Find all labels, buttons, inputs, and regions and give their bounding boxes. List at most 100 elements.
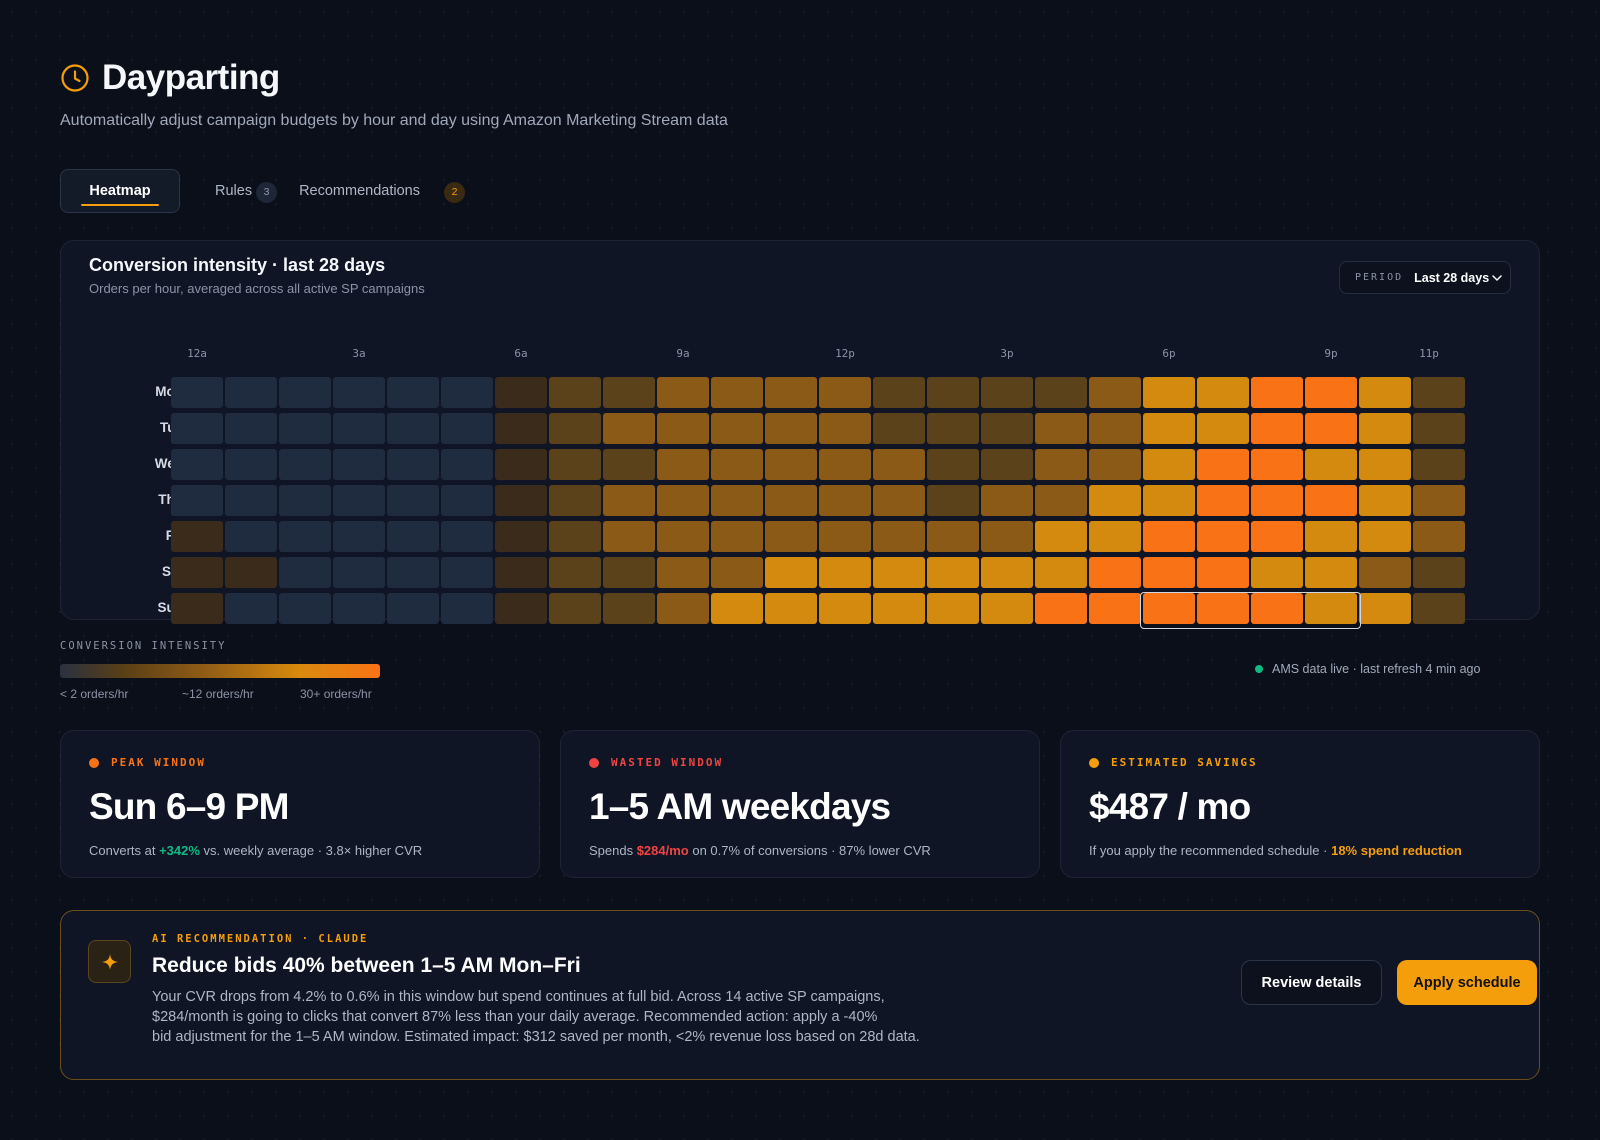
heatmap-cell[interactable] <box>1143 485 1195 516</box>
heatmap-cell[interactable] <box>927 521 979 552</box>
heatmap-cell[interactable] <box>441 449 493 480</box>
heatmap-cell[interactable] <box>1143 593 1195 624</box>
heatmap-cell[interactable] <box>279 593 331 624</box>
heatmap-cell[interactable] <box>387 377 439 408</box>
heatmap-cell[interactable] <box>495 485 547 516</box>
heatmap-cell[interactable] <box>873 377 925 408</box>
heatmap-cell[interactable] <box>927 485 979 516</box>
heatmap-cell[interactable] <box>981 449 1033 480</box>
heatmap-cell[interactable] <box>819 557 871 588</box>
heatmap-cell[interactable] <box>1251 449 1303 480</box>
heatmap-cell[interactable] <box>603 413 655 444</box>
heatmap-cell[interactable] <box>603 449 655 480</box>
heatmap-cell[interactable] <box>171 485 223 516</box>
heatmap-cell[interactable] <box>1359 449 1411 480</box>
heatmap-cell[interactable] <box>279 377 331 408</box>
heatmap-cell[interactable] <box>1251 521 1303 552</box>
heatmap-cell[interactable] <box>927 449 979 480</box>
heatmap-cell[interactable] <box>549 593 601 624</box>
heatmap-cell[interactable] <box>1143 521 1195 552</box>
heatmap-cell[interactable] <box>225 485 277 516</box>
heatmap-cell[interactable] <box>1305 593 1357 624</box>
heatmap-cell[interactable] <box>657 593 709 624</box>
heatmap-cell[interactable] <box>333 449 385 480</box>
heatmap-cell[interactable] <box>387 449 439 480</box>
heatmap-cell[interactable] <box>711 557 763 588</box>
heatmap-cell[interactable] <box>225 449 277 480</box>
heatmap-cell[interactable] <box>981 485 1033 516</box>
heatmap-cell[interactable] <box>225 593 277 624</box>
heatmap-cell[interactable] <box>1413 485 1465 516</box>
heatmap-cell[interactable] <box>549 377 601 408</box>
heatmap-cell[interactable] <box>873 557 925 588</box>
heatmap-cell[interactable] <box>171 521 223 552</box>
heatmap-cell[interactable] <box>225 557 277 588</box>
heatmap-cell[interactable] <box>873 593 925 624</box>
heatmap-cell[interactable] <box>171 557 223 588</box>
heatmap-cell[interactable] <box>1035 593 1087 624</box>
tab-recommendations[interactable]: Recommendations 2 <box>299 169 465 213</box>
heatmap-cell[interactable] <box>495 413 547 444</box>
heatmap-cell[interactable] <box>387 413 439 444</box>
heatmap-cell[interactable] <box>657 449 709 480</box>
heatmap-cell[interactable] <box>1035 485 1087 516</box>
heatmap-cell[interactable] <box>765 521 817 552</box>
heatmap-cell[interactable] <box>279 413 331 444</box>
heatmap-cell[interactable] <box>1035 377 1087 408</box>
heatmap-cell[interactable] <box>1089 449 1141 480</box>
heatmap-cell[interactable] <box>711 413 763 444</box>
heatmap-cell[interactable] <box>657 521 709 552</box>
heatmap-cell[interactable] <box>819 485 871 516</box>
heatmap-cell[interactable] <box>495 593 547 624</box>
heatmap-cell[interactable] <box>549 413 601 444</box>
heatmap-cell[interactable] <box>1251 485 1303 516</box>
heatmap-cell[interactable] <box>603 593 655 624</box>
heatmap-cell[interactable] <box>657 377 709 408</box>
heatmap-cell[interactable] <box>1413 449 1465 480</box>
heatmap-cell[interactable] <box>1143 377 1195 408</box>
heatmap-cell[interactable] <box>873 485 925 516</box>
heatmap-cell[interactable] <box>1305 413 1357 444</box>
heatmap-cell[interactable] <box>981 377 1033 408</box>
heatmap-cell[interactable] <box>171 593 223 624</box>
heatmap-cell[interactable] <box>765 485 817 516</box>
heatmap-cell[interactable] <box>1143 557 1195 588</box>
heatmap-cell[interactable] <box>1251 413 1303 444</box>
heatmap-cell[interactable] <box>1305 377 1357 408</box>
heatmap-cell[interactable] <box>711 377 763 408</box>
heatmap-cell[interactable] <box>711 485 763 516</box>
heatmap-cell[interactable] <box>1305 557 1357 588</box>
heatmap-cell[interactable] <box>1035 413 1087 444</box>
heatmap-cell[interactable] <box>1251 557 1303 588</box>
heatmap-cell[interactable] <box>1089 377 1141 408</box>
heatmap-cell[interactable] <box>927 413 979 444</box>
heatmap-cell[interactable] <box>819 521 871 552</box>
heatmap-cell[interactable] <box>549 449 601 480</box>
heatmap-cell[interactable] <box>1359 521 1411 552</box>
heatmap-cell[interactable] <box>1197 377 1249 408</box>
heatmap-cell[interactable] <box>1251 593 1303 624</box>
heatmap-cell[interactable] <box>441 413 493 444</box>
heatmap-cell[interactable] <box>819 593 871 624</box>
period-select[interactable]: PERIOD Last 28 days <box>1339 261 1511 294</box>
heatmap-cell[interactable] <box>765 377 817 408</box>
heatmap-cell[interactable] <box>765 413 817 444</box>
heatmap-cell[interactable] <box>1035 449 1087 480</box>
heatmap-cell[interactable] <box>1035 557 1087 588</box>
heatmap-cell[interactable] <box>1359 377 1411 408</box>
heatmap-cell[interactable] <box>387 485 439 516</box>
heatmap-cell[interactable] <box>225 377 277 408</box>
heatmap-cell[interactable] <box>333 377 385 408</box>
heatmap-cell[interactable] <box>333 593 385 624</box>
heatmap-cell[interactable] <box>333 557 385 588</box>
heatmap-cell[interactable] <box>765 557 817 588</box>
heatmap-cell[interactable] <box>981 557 1033 588</box>
heatmap-cell[interactable] <box>441 377 493 408</box>
heatmap-cell[interactable] <box>333 485 385 516</box>
heatmap-cell[interactable] <box>495 449 547 480</box>
heatmap-cell[interactable] <box>603 521 655 552</box>
heatmap-cell[interactable] <box>495 377 547 408</box>
heatmap-cell[interactable] <box>1359 557 1411 588</box>
heatmap-cell[interactable] <box>819 377 871 408</box>
heatmap-cell[interactable] <box>279 485 331 516</box>
